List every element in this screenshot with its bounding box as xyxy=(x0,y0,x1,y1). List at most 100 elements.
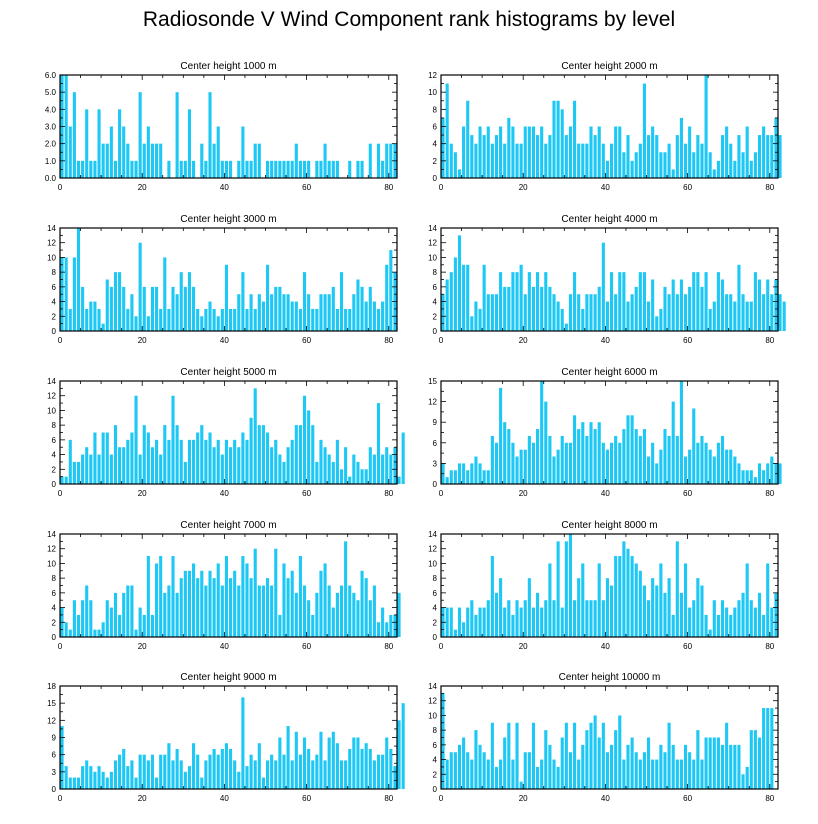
bar xyxy=(372,454,376,484)
bar xyxy=(490,435,494,484)
bar xyxy=(97,109,101,178)
bar xyxy=(335,439,339,484)
x-tick-label: 80 xyxy=(384,489,393,498)
bar xyxy=(89,160,93,178)
panel-1: Center height 1000 m 0 20 40 60 80 0.0 1.0 2.0 3.… xyxy=(45,61,398,192)
bar xyxy=(745,126,749,178)
bar xyxy=(531,442,536,484)
bar xyxy=(126,585,130,637)
bar xyxy=(220,748,224,789)
bar xyxy=(515,143,519,178)
bar xyxy=(307,600,311,637)
y-tick-label: 8 xyxy=(52,268,57,277)
bar xyxy=(311,760,315,789)
bar xyxy=(453,629,457,637)
bar xyxy=(323,563,327,637)
bar xyxy=(109,126,113,178)
bar xyxy=(577,578,581,637)
bar xyxy=(597,737,601,789)
bar xyxy=(241,432,245,484)
bar xyxy=(757,463,762,484)
bar xyxy=(708,449,712,484)
bar xyxy=(208,570,212,637)
bar xyxy=(503,143,507,178)
bar xyxy=(265,264,270,331)
panel-6: Center height 6000 m 0 20 40 60 80 0 3 6 9 12 15 xyxy=(428,367,782,498)
bar xyxy=(175,592,179,637)
bar xyxy=(659,744,663,789)
bar xyxy=(294,301,298,331)
bar xyxy=(233,308,237,331)
bar xyxy=(64,75,68,178)
bar xyxy=(466,100,470,178)
bar xyxy=(614,126,618,178)
bar xyxy=(745,301,749,331)
bar xyxy=(568,294,573,331)
bar xyxy=(671,744,675,789)
bar xyxy=(381,607,385,637)
bar xyxy=(335,308,339,331)
bar xyxy=(589,722,593,789)
panel-title: Center height 8000 m xyxy=(561,520,657,531)
bar xyxy=(216,563,220,637)
bar xyxy=(212,578,216,637)
bar xyxy=(667,294,671,331)
bar xyxy=(237,447,241,484)
bar xyxy=(466,264,470,331)
bar xyxy=(212,308,216,331)
x-tick-label: 40 xyxy=(220,794,229,803)
bar xyxy=(696,730,700,789)
bar xyxy=(601,242,605,331)
bar xyxy=(688,286,692,331)
bar xyxy=(540,759,544,789)
bar xyxy=(449,607,453,637)
bar xyxy=(642,83,646,178)
bar xyxy=(241,697,245,789)
bar xyxy=(138,242,142,331)
bar xyxy=(389,614,393,637)
bar xyxy=(581,308,585,331)
bar xyxy=(315,461,319,484)
bar xyxy=(171,556,175,637)
bar xyxy=(302,737,307,789)
bar xyxy=(282,461,286,484)
bar xyxy=(302,272,307,331)
bar xyxy=(462,126,466,178)
bar xyxy=(72,777,76,789)
x-tick-label: 40 xyxy=(220,336,229,345)
bar xyxy=(397,476,401,484)
bar xyxy=(741,294,745,331)
bar xyxy=(593,600,597,637)
bar xyxy=(212,143,216,178)
y-tick-label: 14 xyxy=(428,224,437,233)
bar xyxy=(507,600,511,637)
bar xyxy=(356,737,360,789)
bar xyxy=(278,737,282,789)
bar xyxy=(638,435,642,484)
bar xyxy=(630,160,634,178)
y-tick-label: 9 xyxy=(433,418,438,427)
x-tick-label: 0 xyxy=(439,183,444,192)
bar xyxy=(97,629,101,637)
bar xyxy=(757,737,762,789)
bar xyxy=(675,294,679,331)
bar xyxy=(605,301,609,331)
bar xyxy=(118,614,122,637)
bar xyxy=(445,759,449,789)
bar xyxy=(536,429,540,484)
y-tick-label: 10 xyxy=(47,559,56,568)
bar xyxy=(253,760,257,789)
bar xyxy=(179,578,183,637)
bar xyxy=(319,160,323,178)
bar xyxy=(302,160,307,178)
bar xyxy=(470,600,474,637)
bar xyxy=(179,760,183,789)
bar xyxy=(290,439,294,484)
bar xyxy=(511,272,515,331)
bar xyxy=(560,435,564,484)
y-tick-label: 10 xyxy=(428,253,437,262)
bar xyxy=(126,439,130,484)
bar xyxy=(634,429,638,484)
bar xyxy=(503,737,507,789)
bar xyxy=(700,585,704,637)
